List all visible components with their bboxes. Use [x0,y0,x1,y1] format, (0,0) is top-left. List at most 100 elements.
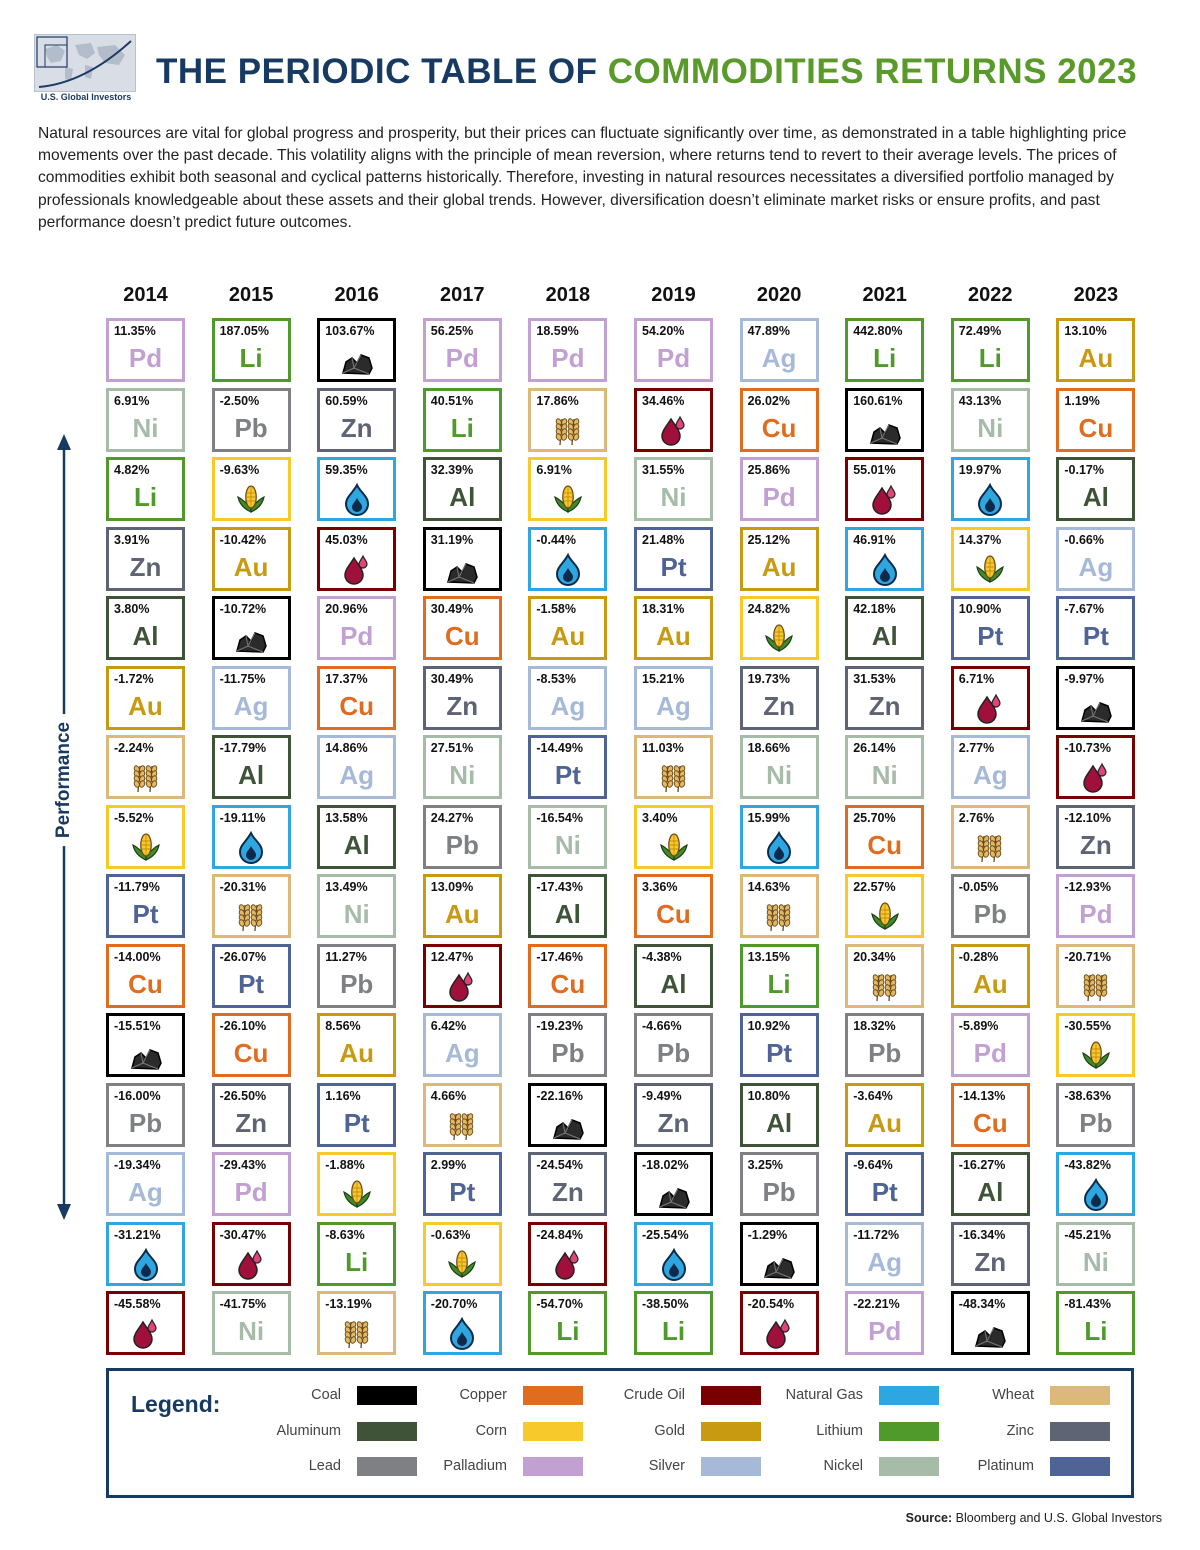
cell-gas-2019: -25.54% [634,1221,713,1286]
return-value: 14.86% [325,741,368,755]
return-value: -22.21% [853,1297,900,1311]
return-value: -3.64% [853,1088,893,1103]
element-symbol: Pb [340,968,374,999]
cell-palladium-2023: -12.93% Pd [1056,874,1136,938]
return-value: -0.28% [958,949,999,964]
element-symbol: Pd [128,343,163,373]
cell-aluminum-2018: -17.43% Al [528,874,608,938]
crude-oil-icon [238,1249,262,1280]
return-value: 160.61% [853,393,903,408]
return-value: 8.56% [325,1019,361,1033]
cell-gas-2016: 59.35% [317,457,397,521]
cell-corn-2023: -30.55% [1056,1013,1136,1077]
return-value: -2.50% [219,393,260,408]
return-value: 4.82% [114,463,150,477]
return-value: -19.34% [114,1158,161,1172]
return-value: 18.66% [747,741,790,755]
return-value: 27.51% [430,741,474,755]
return-value: 6.91% [114,393,150,408]
cell-gas-2022: 19.97% [950,457,1030,521]
cell-nickel-2016: 13.49% Ni [317,874,397,938]
return-value: 187.05% [219,324,269,338]
cell-corn-2017: -0.63% [422,1221,502,1286]
return-value: -18.02% [642,1158,689,1172]
year-label-2019: 2019 [651,284,696,306]
legend-item-crude-oil: Crude Oil [571,1385,761,1407]
return-value: 13.58% [325,810,368,825]
cell-corn-2022: 14.37% [950,526,1030,591]
cell-wheat-2018: 17.86% [528,387,608,452]
cell-wheat-2020: 14.63% [739,874,819,938]
cell-platinum-2018: -14.49% Pt [528,735,608,799]
cell-zinc-2015: -26.50% Zn [211,1082,291,1147]
year-label-2020: 2020 [756,284,802,306]
cell-aluminum-2015: -17.79% Al [211,735,291,799]
cell-wheat-2016: -13.19% [317,1291,397,1355]
return-value: -9.49% [642,1088,682,1103]
return-value: -9.97% [1064,671,1104,686]
return-value: -20.54% [747,1297,795,1311]
return-value: -4.38% [642,949,682,964]
legend-label: Gold [654,1423,685,1439]
return-value: -10.72% [219,602,267,616]
cell-coal-2014: -15.51% [106,1013,185,1077]
cell-aluminum-2023: -0.17% Al [1056,457,1136,521]
cell-oil-2019: 34.46% [634,387,713,452]
return-value: -17.46% [536,949,583,964]
legend-item-gold: Gold [571,1421,761,1443]
element-symbol: Au [339,1038,375,1068]
legend-swatch [357,1457,417,1476]
return-value: -1.58% [536,602,576,616]
return-value: -11.79% [114,880,160,894]
element-symbol: Pb [973,899,1007,929]
cell-zinc-2021: 31.53% Zn [845,665,925,730]
element-symbol: Li [873,343,897,373]
coal-icon [658,1188,690,1209]
cell-aluminum-2022: -16.27% Al [950,1152,1030,1216]
source-text: Bloomberg and U.S. Global Investors [955,1511,1162,1525]
return-value: -1.29% [747,1227,788,1242]
element-symbol: Pt [660,551,687,582]
legend-item-corn: Corn [393,1421,583,1443]
cell-gas-2018: -0.44% [528,526,608,591]
return-value: -25.54% [642,1227,689,1242]
element-symbol: Pt [449,1177,476,1207]
cell-lithium-2019: -38.50% Li [634,1291,713,1355]
cell-lithium-2021: 442.80% Li [845,318,925,382]
cell-gas-2017: -20.70% [422,1291,502,1355]
return-value: 24.27% [430,810,474,825]
element-symbol: Ni [871,760,898,790]
wheat-icon [238,904,263,932]
legend-item-silver: Silver [571,1456,761,1478]
cell-silver-2020: 47.89% Ag [739,318,819,382]
legend-item-nickel: Nickel [749,1456,939,1478]
return-value: -5.89% [958,1019,999,1033]
cell-corn-2018: 6.91% [528,457,608,521]
cell-aluminum-2020: 10.80% Al [739,1082,819,1147]
return-value: -16.34% [958,1227,1006,1242]
cell-lead-2023: -38.63% Pb [1056,1082,1136,1147]
element-symbol: Au [128,690,163,721]
return-value: 59.35% [325,463,368,477]
cell-wheat-2017: 4.66% [422,1082,502,1147]
cell-corn-2021: 22.57% [845,874,925,938]
element-symbol: Cu [972,1107,1008,1138]
element-symbol: Au [550,621,586,651]
return-value: 19.73% [747,671,790,686]
cell-copper-2014: -14.00% Cu [106,943,185,1008]
cell-oil-2016: 45.03% [317,526,397,591]
element-symbol: Li [239,343,263,373]
corn-icon [1082,1041,1110,1069]
cell-silver-2014: -19.34% Ag [106,1152,185,1216]
cell-platinum-2020: 10.92% Pt [739,1013,819,1077]
wheat-icon [450,1112,474,1140]
element-symbol: Pd [1079,899,1113,929]
return-value: -16.54% [536,810,583,825]
return-value: -10.42% [219,532,267,547]
legend-label: Silver [648,1458,685,1474]
return-value: 72.49% [958,324,1002,338]
coal-icon [764,1257,795,1279]
legend-item-coal: Coal [227,1385,417,1407]
cell-copper-2015: -26.10% Cu [211,1013,291,1077]
element-symbol: Pb [234,412,268,443]
